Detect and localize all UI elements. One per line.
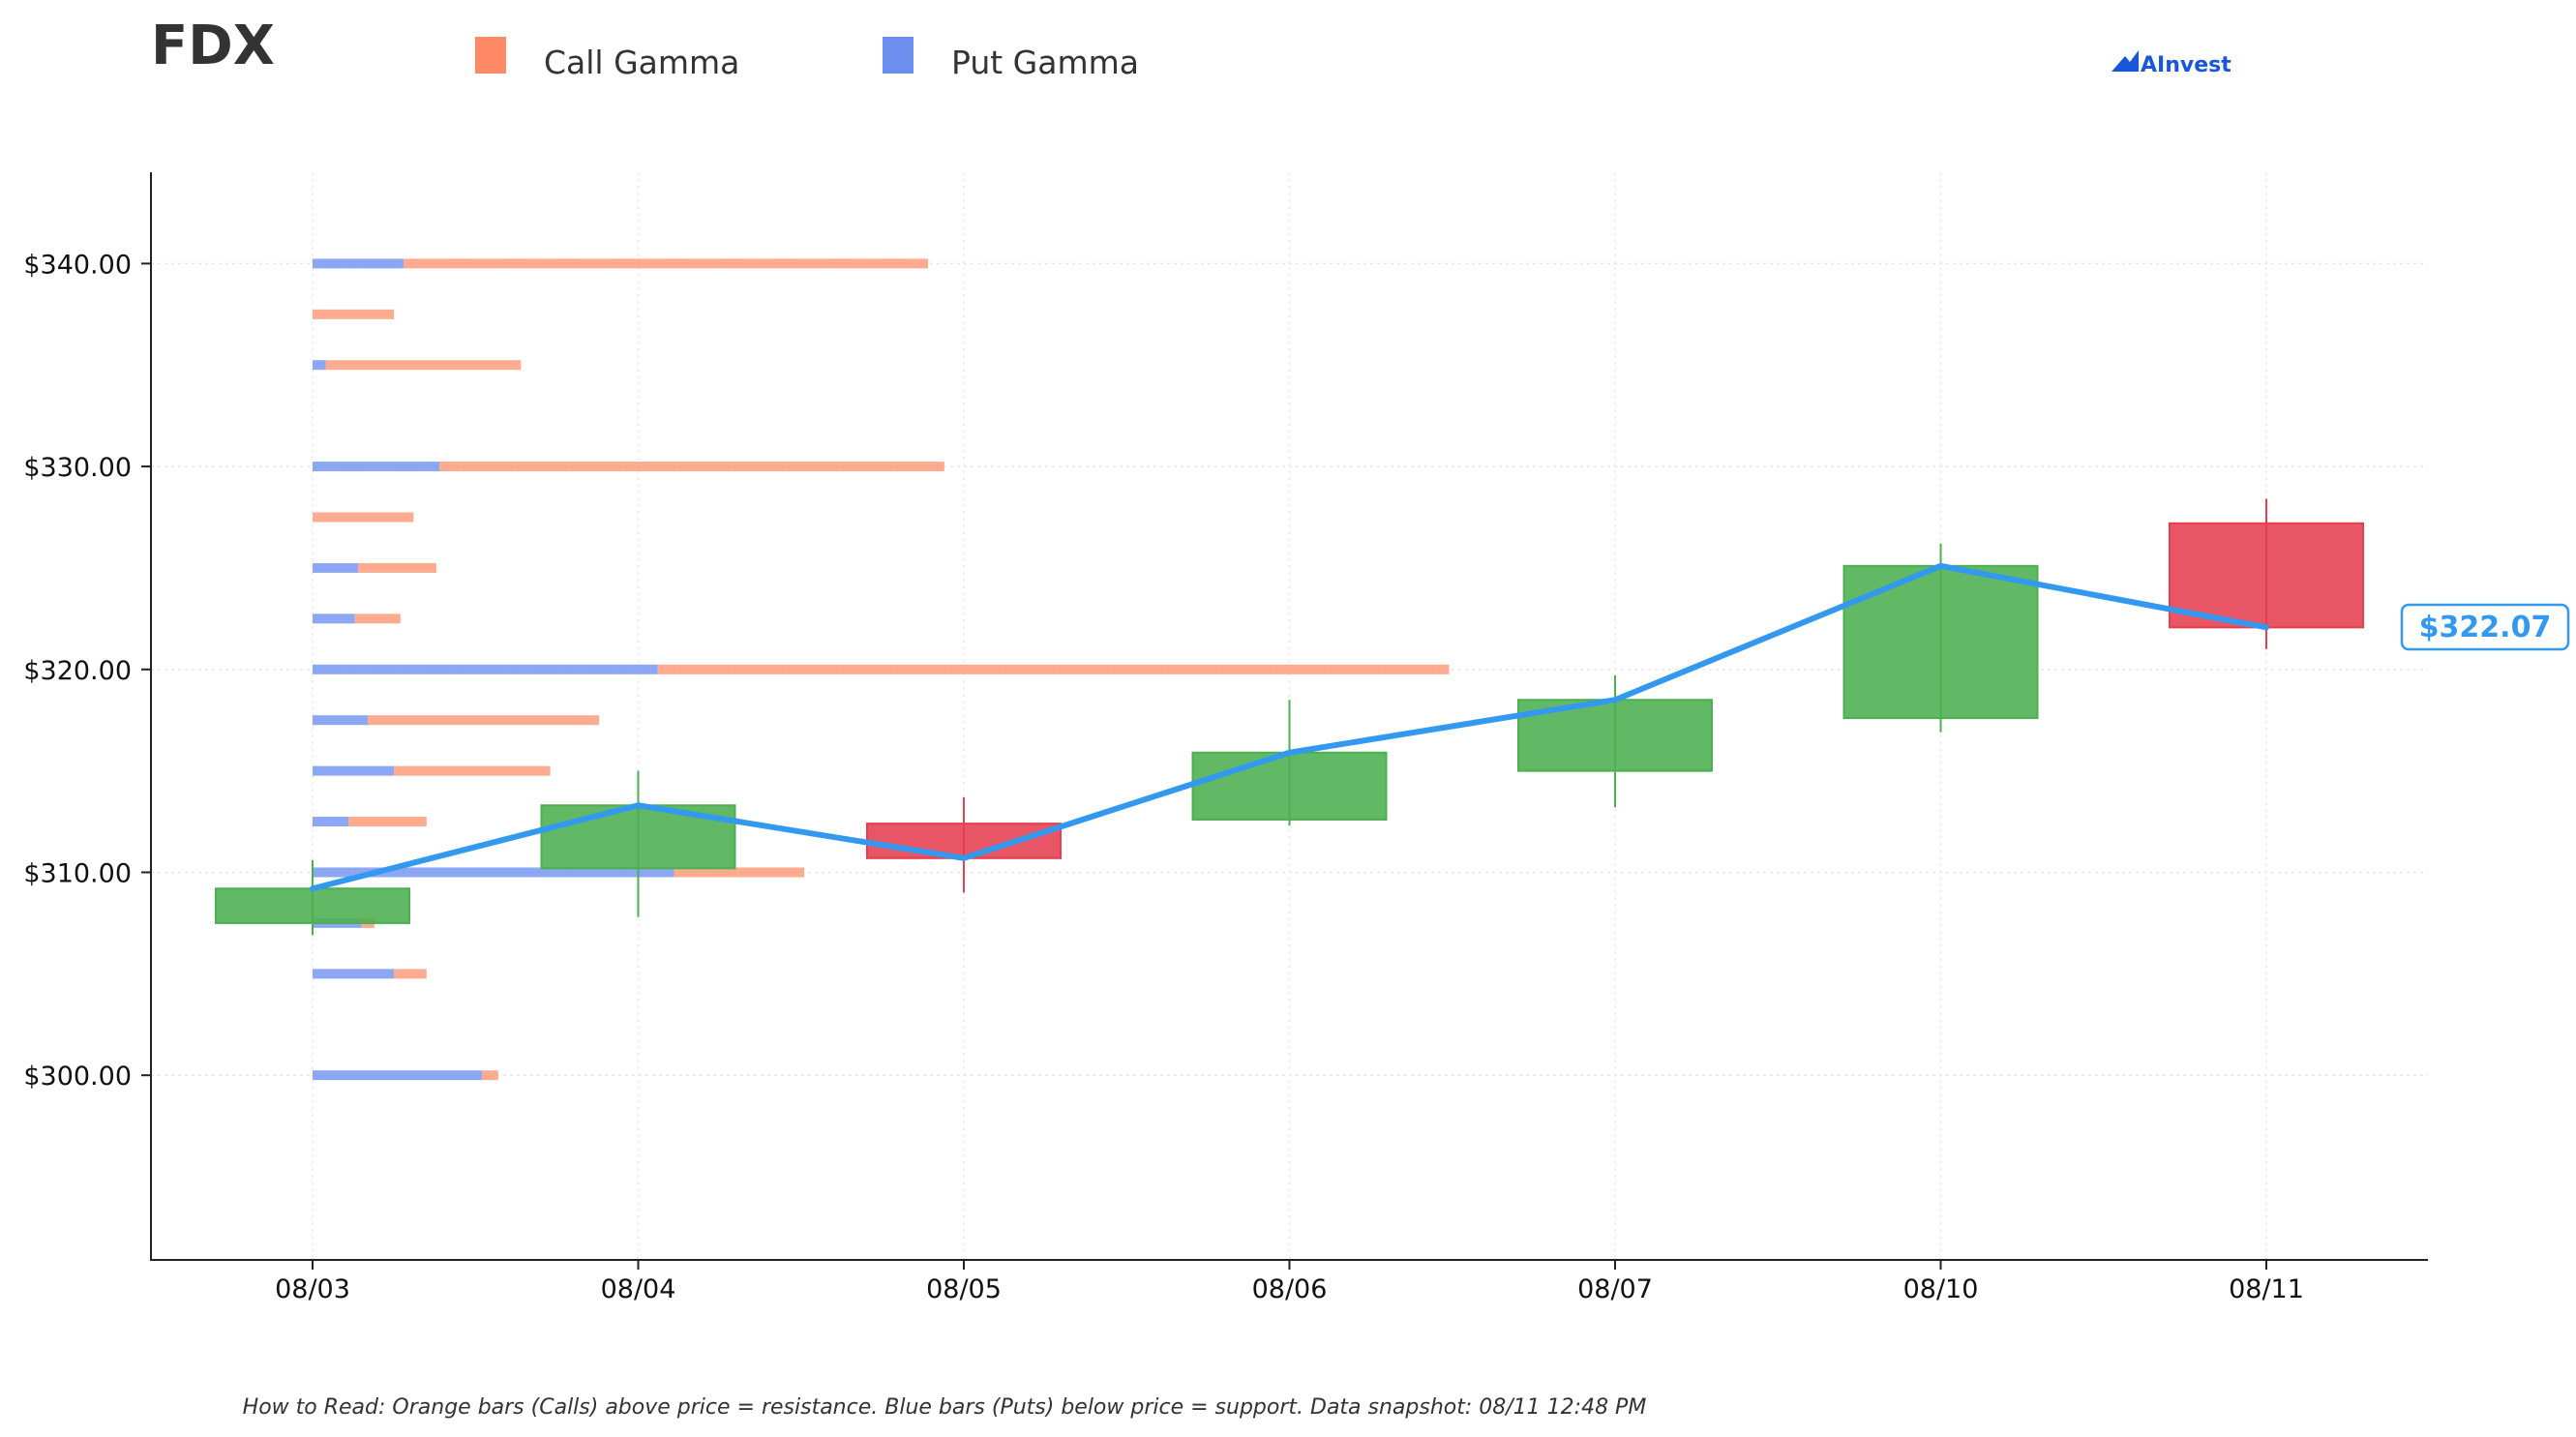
x-tick-label: 08/04 — [601, 1274, 676, 1304]
brand-logo-text: AInvest — [2141, 53, 2232, 77]
legend: Call Gamma Put Gamma — [475, 37, 1139, 81]
put-gamma-bar — [313, 867, 674, 878]
put-gamma-bar — [313, 715, 369, 726]
call-gamma-bar — [674, 867, 805, 878]
x-tick-labels: 08/03 08/04 08/05 08/06 08/07 08/10 08/11 — [275, 1260, 2304, 1304]
candle-body-down — [866, 823, 1062, 859]
candle-body-up — [1191, 751, 1388, 821]
put-gamma-swatch — [883, 37, 914, 74]
put-gamma-bar — [313, 360, 326, 371]
x-tick-label: 08/11 — [2229, 1274, 2304, 1304]
last-price-box — [2400, 603, 2570, 651]
call-gamma-bar — [354, 614, 401, 624]
call-gamma-bar — [394, 765, 551, 776]
put-gamma-bar — [313, 969, 395, 979]
y-tick-label: $310.00 — [23, 858, 132, 888]
call-gamma-bar — [657, 664, 1450, 674]
last-price-tag: $322.07 — [2400, 603, 2570, 651]
y-tick-label: $300.00 — [23, 1062, 132, 1092]
call-gamma-bar — [404, 258, 928, 269]
x-tick-label: 08/03 — [275, 1274, 350, 1304]
put-gamma-bar — [313, 664, 658, 674]
call-gamma-bar — [358, 562, 436, 573]
call-gamma-bar — [313, 512, 414, 523]
put-gamma-bar — [313, 614, 355, 624]
put-gamma-bar — [313, 1070, 482, 1081]
call-gamma-bar — [394, 969, 427, 979]
y-tick-label: $320.00 — [23, 656, 132, 686]
brand-logo-icon — [2112, 50, 2139, 72]
call-gamma-bar — [481, 1070, 498, 1081]
put-gamma-bar — [313, 765, 395, 776]
x-tick-label: 08/07 — [1577, 1274, 1653, 1304]
ticker-title: FDX — [151, 15, 275, 77]
call-gamma-bar — [439, 462, 944, 472]
brand-logo: AInvest — [2112, 50, 2232, 77]
candle-body-up — [215, 887, 410, 924]
y-tick-label: $330.00 — [23, 453, 132, 483]
gamma-bars — [313, 258, 1450, 1081]
call-gamma-bar — [368, 715, 600, 726]
call-gamma-bar — [348, 817, 427, 827]
put-gamma-label: Put Gamma — [951, 44, 1139, 81]
call-gamma-bar — [313, 309, 395, 319]
x-tick-label: 08/05 — [926, 1274, 1002, 1304]
x-tick-label: 08/10 — [1903, 1274, 1979, 1304]
candle-body-up — [1842, 564, 2039, 720]
y-tick-labels: $300.00 $310.00 $320.00 $330.00 $340.00 — [23, 250, 151, 1092]
call-gamma-label: Call Gamma — [544, 44, 739, 81]
x-tick-label: 08/06 — [1252, 1274, 1328, 1304]
candle-body-up — [540, 804, 736, 870]
call-gamma-swatch — [475, 37, 506, 74]
put-gamma-bar — [313, 817, 349, 827]
y-tick-label: $340.00 — [23, 250, 132, 280]
price-line-group — [310, 562, 2269, 892]
put-gamma-bar — [313, 258, 404, 269]
footer-note: How to Read: Orange bars (Calls) above p… — [243, 1395, 1647, 1420]
last-price-label: $322.07 — [2419, 611, 2552, 644]
call-gamma-bar — [325, 360, 522, 371]
put-gamma-bar — [313, 462, 440, 472]
price-line — [310, 562, 2269, 892]
put-gamma-bar — [313, 562, 359, 573]
